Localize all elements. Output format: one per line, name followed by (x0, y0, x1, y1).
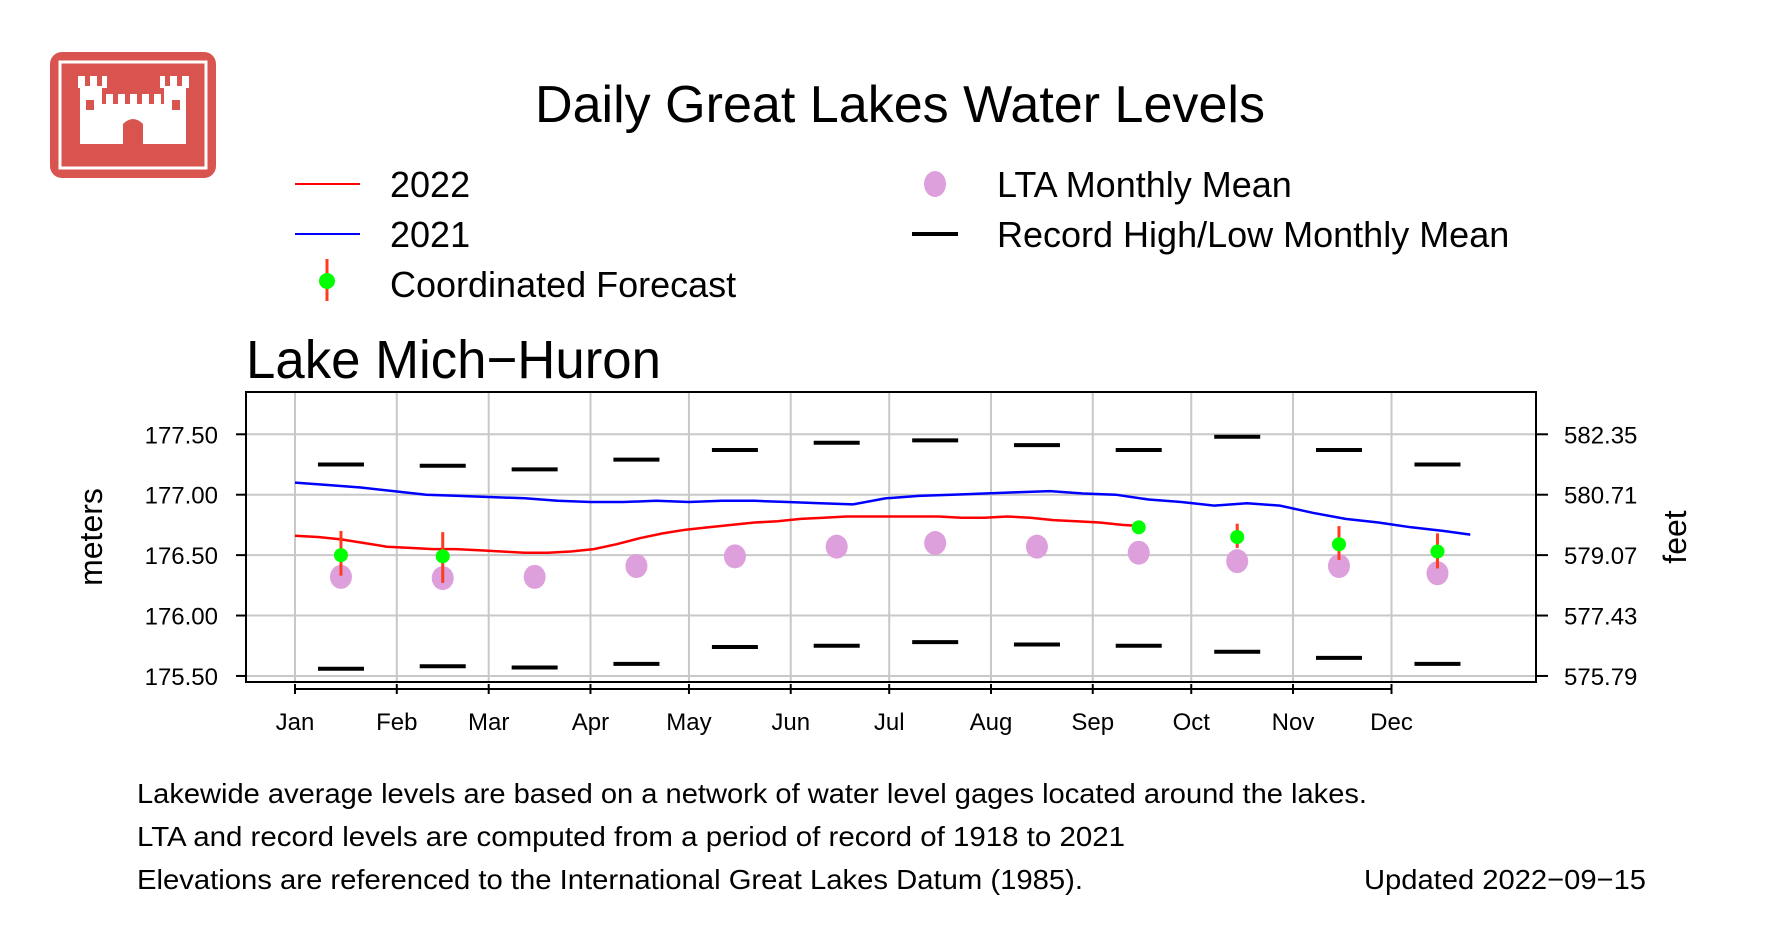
lta-monthly-mean-point (1426, 561, 1449, 586)
lta-monthly-mean-point (625, 554, 648, 578)
lta-monthly-mean-point (1025, 534, 1048, 559)
y-tick-label-left: 176.00 (145, 604, 218, 631)
forecast-point (1131, 520, 1146, 535)
x-tick-label: Jan (276, 709, 315, 736)
figure-title: Daily Great Lakes Water Levels (535, 76, 1265, 134)
x-tick-label: Oct (1173, 709, 1211, 736)
forecast-point (1430, 544, 1445, 559)
legend-label-forecast: Coordinated Forecast (390, 264, 736, 305)
legend-swatch-forecast-dot (319, 273, 335, 289)
x-tick-label: Aug (970, 709, 1013, 736)
y-tick-label-left: 175.50 (145, 664, 218, 691)
y-tick-label-right: 580.71 (1564, 483, 1637, 510)
y-tick-label-left: 176.50 (145, 543, 218, 570)
lta-monthly-mean-point (924, 531, 947, 556)
data-layer (294, 434, 1471, 671)
y-axis-title-right: feet (1657, 510, 1693, 563)
x-tick-label: May (666, 709, 711, 736)
lta-monthly-mean-point (1327, 554, 1350, 578)
x-tick-label: Dec (1370, 709, 1413, 736)
y-axis-title-left: meters (73, 488, 109, 586)
legend-swatch-lta (924, 171, 946, 197)
axes: Jan Feb Mar Apr May Jun Jul Aug Sep Oct Nov Dec 175.… (145, 422, 1638, 736)
y-tick-label-left: 177.50 (145, 422, 218, 449)
x-tick-label: Apr (572, 709, 609, 736)
series-line-2022 (294, 515, 1143, 554)
y-tick-label-right: 579.07 (1564, 543, 1637, 570)
y-tick-label-right: 575.79 (1564, 664, 1637, 691)
forecast-point (333, 548, 348, 563)
y-tick-label-left: 177.00 (145, 483, 218, 510)
lta-monthly-mean-point (329, 564, 352, 589)
grid (246, 392, 1536, 682)
lta-monthly-mean-point (1127, 540, 1150, 565)
footer-note-period: LTA and record levels are computed from … (137, 821, 1125, 852)
footer-note-network: Lakewide average levels are based on a n… (137, 778, 1367, 809)
chart-title: Lake Mich−Huron (246, 330, 661, 390)
series-line-2021 (294, 481, 1471, 536)
forecast-point (435, 549, 450, 564)
lta-monthly-mean-point (1226, 549, 1249, 574)
legend-label-lta: LTA Monthly Mean (997, 164, 1292, 205)
legend-label-2022: 2022 (390, 164, 470, 205)
lta-monthly-mean-point (523, 564, 546, 589)
plot-frame (245, 391, 1537, 683)
y-tick-label-right: 582.35 (1564, 422, 1637, 449)
x-tick-label: Sep (1071, 709, 1114, 736)
forecast-point (1331, 537, 1346, 552)
lta-monthly-mean-point (825, 534, 848, 559)
usace-castle-logo (50, 52, 216, 178)
legend-label-2021: 2021 (390, 214, 470, 255)
x-tick-label: Feb (376, 709, 417, 736)
lta-monthly-mean-point (723, 544, 746, 569)
x-tick-label: Nov (1272, 709, 1315, 736)
legend-label-record: Record High/Low Monthly Mean (997, 214, 1509, 255)
forecast-point (1230, 530, 1245, 544)
y-tick-label-right: 577.43 (1564, 604, 1637, 631)
updated-date: Updated 2022−09−15 (1364, 864, 1646, 895)
legend: 2022 2021 Coordinated Forecast LTA Month… (295, 164, 1509, 305)
x-tick-label: Jun (771, 709, 810, 736)
footer-note-datum: Elevations are referenced to the Interna… (137, 864, 1083, 895)
x-tick-label: Mar (468, 709, 509, 736)
x-tick-label: Jul (874, 709, 905, 736)
